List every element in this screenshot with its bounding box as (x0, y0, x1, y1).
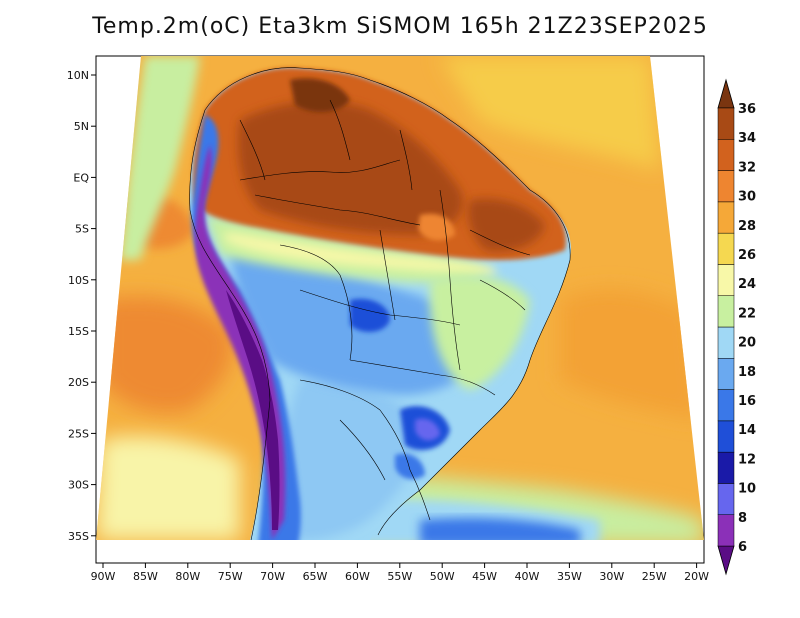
lat-tick-label: 10S (68, 274, 89, 287)
latitude-axis: 10N 5N EQ 5S 10S 15S 20S 25S 30S 35S (67, 69, 96, 543)
colorbar-label: 34 (738, 131, 756, 146)
lat-tick-label: 30S (68, 479, 89, 492)
lat-tick-label: 10N (67, 69, 89, 82)
colorbar-label: 10 (738, 482, 756, 497)
colorbar-swatch (717, 389, 735, 422)
political-boundaries (189, 67, 571, 540)
colorbar-label: 12 (738, 452, 756, 467)
colorbar-label: 8 (738, 511, 747, 526)
colorbar-label: 36 (738, 102, 756, 117)
colorbar-swatch (717, 420, 735, 453)
colorbar-label: 18 (738, 365, 756, 380)
lon-tick-label: 40W (515, 570, 540, 583)
colorbar-label: 22 (738, 306, 756, 321)
colorbar-top-arrow (717, 78, 735, 109)
lat-tick-label: 15S (68, 325, 89, 338)
colorbar-swatch (717, 170, 735, 203)
colorbar-label: 28 (738, 219, 756, 234)
colorbar-label: 30 (738, 190, 756, 205)
lat-tick-label: 5S (75, 223, 89, 236)
south-america-landmass (189, 67, 571, 540)
lon-tick-label: 50W (430, 570, 455, 583)
colorbar-swatch (717, 483, 735, 515)
lon-tick-label: 20W (684, 570, 709, 583)
colorbar: 6 8 10 12 14 16 18 20 22 24 26 28 30 32 34 36 (717, 78, 756, 576)
colorbar-swatch (717, 326, 735, 359)
lon-tick-label: 85W (133, 570, 158, 583)
colorbar-bottom-arrow (717, 545, 735, 576)
lon-tick-label: 90W (91, 570, 116, 583)
colorbar-swatch (717, 107, 735, 140)
lon-tick-label: 75W (218, 570, 243, 583)
colorbar-swatch (717, 358, 735, 390)
lat-tick-label: 25S (68, 427, 89, 440)
colorbar-swatch (717, 139, 735, 171)
lon-tick-label: 45W (472, 570, 497, 583)
colorbar-label: 26 (738, 248, 756, 263)
colorbar-swatch (717, 201, 735, 234)
colorbar-label: 24 (738, 277, 756, 292)
colorbar-swatch (717, 232, 735, 265)
lon-tick-label: 70W (260, 570, 285, 583)
lat-tick-label: 35S (68, 530, 89, 543)
colorbar-swatch (717, 514, 735, 547)
colorbar-label: 6 (738, 540, 747, 555)
colorbar-swatch (717, 264, 735, 296)
colorbar-swatch (717, 295, 735, 328)
lat-tick-label: EQ (73, 171, 89, 184)
lon-tick-label: 65W (303, 570, 328, 583)
lon-tick-label: 25W (642, 570, 667, 583)
map-title: Temp.2m(oC) Eta3km SiSMOM 165h 21Z23SEP2… (92, 14, 708, 39)
colorbar-label: 32 (738, 160, 756, 175)
lon-tick-label: 60W (345, 570, 370, 583)
colorbar-label: 20 (738, 336, 756, 351)
lon-tick-label: 55W (387, 570, 412, 583)
lat-tick-label: 20S (68, 376, 89, 389)
colorbar-label: 14 (738, 423, 756, 438)
lat-tick-label: 5N (74, 120, 89, 133)
colorbar-swatch (717, 451, 735, 484)
longitude-axis: 90W 85W 80W 75W 70W 65W 60W 55W 50W 45W 40W 35W 30W 2… (91, 563, 709, 583)
colorbar-label: 16 (738, 394, 756, 409)
lon-tick-label: 80W (175, 570, 200, 583)
lon-tick-label: 30W (599, 570, 624, 583)
lon-tick-label: 35W (557, 570, 582, 583)
temperature-field (96, 56, 704, 540)
